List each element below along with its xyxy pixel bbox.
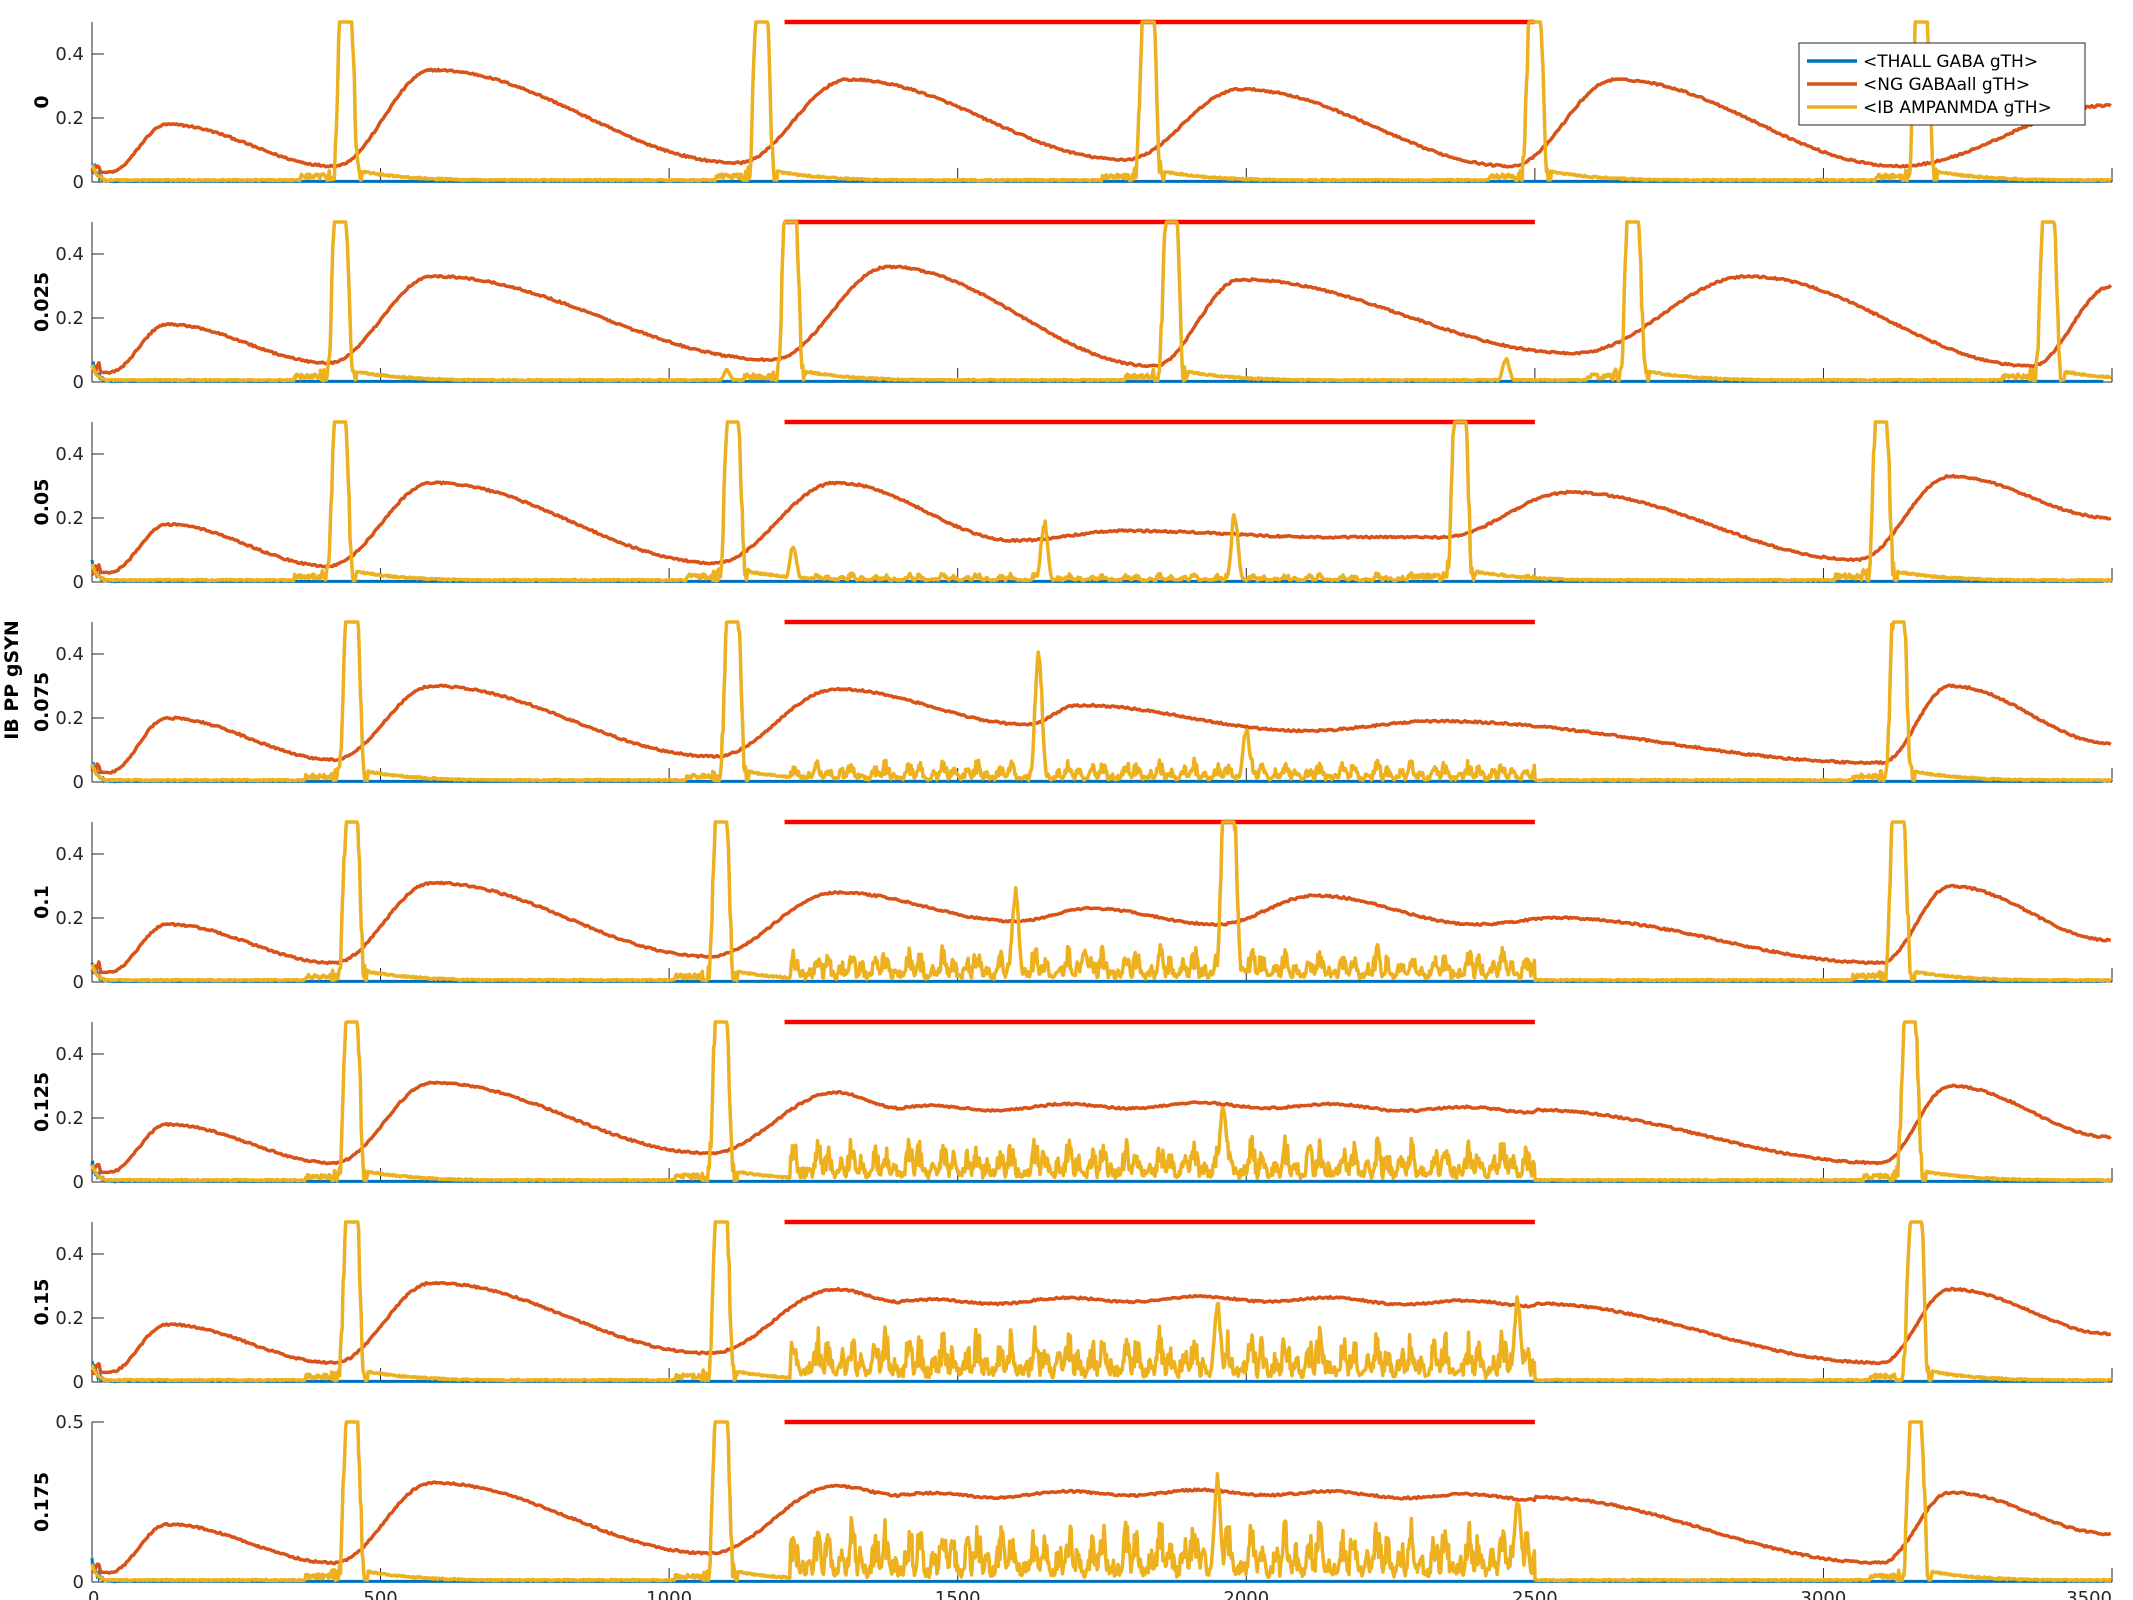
series-ib-panel-4 [90,820,2113,983]
y-tick-label-panel-6: 0.4 [55,1244,84,1265]
x-tick-label: 2500 [1512,1588,1558,1600]
series-ng-panel-3 [90,683,2112,775]
y-tick-label-panel-5: 0.4 [55,1044,84,1065]
series-ib-panel-7 [90,1420,2113,1583]
panel-label-7: 0.175 [31,1472,53,1532]
y-tick-label-panel-3: 0.2 [55,708,84,729]
series-ng-panel-7 [90,1480,2112,1575]
panel-label-2: 0.05 [31,479,53,526]
y-tick-label-panel-6: 0.2 [55,1308,84,1329]
y-tick-label-panel-1: 0.2 [55,308,84,329]
legend-entry-2: <IB AMPANMDA gTH> [1863,98,2052,118]
x-tick-label: 3500 [2066,1588,2112,1600]
y-tick-label-panel-7: 0 [73,1572,84,1593]
y-tick-label-panel-1: 0 [73,372,84,393]
series-ib-panel-2 [90,420,2113,583]
series-ib-panel-1 [90,220,2113,383]
panel-label-4: 0.1 [31,885,53,919]
y-tick-label-panel-2: 0 [73,572,84,593]
panel-label-6: 0.15 [31,1279,53,1326]
series-ib-panel-0 [90,20,2113,183]
series-ng-panel-1 [91,264,2113,375]
x-tick-label: 1500 [935,1588,981,1600]
y-tick-label-panel-3: 0 [73,772,84,793]
series-ib-panel-3 [90,620,2113,783]
x-tick-label: 0 [88,1588,99,1600]
y-tick-label-panel-0: 0.4 [55,44,84,65]
y-tick-label-panel-5: 0 [73,1172,84,1193]
series-ib-panel-6 [90,1220,2113,1383]
y-tick-label-panel-1: 0.4 [55,244,84,265]
x-tick-label: 3000 [1801,1588,1847,1600]
y-tick-label-panel-0: 0 [73,172,84,193]
y-tick-label-panel-7: 0.5 [55,1412,84,1433]
panel-label-5: 0.125 [31,1072,53,1132]
series-ng-panel-0 [90,67,2112,175]
series-ng-panel-2 [91,473,2112,576]
x-tick-label: 500 [363,1588,397,1600]
y-tick-label-panel-3: 0.4 [55,644,84,665]
panel-label-0: 0 [31,95,53,108]
y-tick-label-panel-2: 0.4 [55,444,84,465]
legend-entry-0: <THALL GABA gTH> [1863,52,2038,72]
panel-label-3: 0.075 [31,672,53,732]
x-tick-label: 2000 [1223,1588,1269,1600]
y-tick-label-panel-0: 0.2 [55,108,84,129]
y-tick-label-panel-4: 0 [73,972,84,993]
series-ib-panel-5 [90,1020,2113,1183]
y-tick-label-panel-2: 0.2 [55,508,84,529]
y-tick-label-panel-4: 0.2 [55,908,84,929]
y-tick-label-panel-4: 0.4 [55,844,84,865]
series-ng-panel-5 [90,1080,2112,1175]
series-ng-panel-4 [90,880,2112,975]
series-ng-panel-6 [90,1280,2112,1376]
y-tick-label-panel-5: 0.2 [55,1108,84,1129]
x-tick-label: 1000 [646,1588,692,1600]
y-tick-label-panel-6: 0 [73,1372,84,1393]
legend-entry-1: <NG GABAall gTH> [1863,75,2030,95]
panel-label-1: 0.025 [31,272,53,332]
